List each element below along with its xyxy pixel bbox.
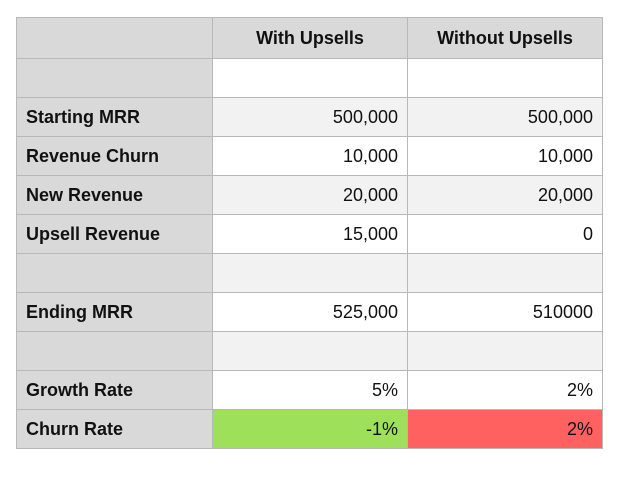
- row-label: Upsell Revenue: [16, 214, 213, 254]
- table-row-spacer: [16, 253, 603, 293]
- row-label: New Revenue: [16, 175, 213, 215]
- table-row: New Revenue 20,000 20,000: [16, 175, 603, 215]
- row-label: [16, 58, 213, 98]
- without-upsells-value: 510000: [407, 292, 603, 332]
- table-row: Ending MRR 525,000 510000: [16, 292, 603, 332]
- table-header-row: With Upsells Without Upsells: [16, 17, 603, 59]
- row-label: Ending MRR: [16, 292, 213, 332]
- with-upsells-value: 5%: [212, 370, 408, 410]
- mrr-comparison-table: With Upsells Without Upsells Starting MR…: [16, 17, 603, 449]
- with-upsells-value: [212, 58, 408, 98]
- without-upsells-value: 500,000: [407, 97, 603, 137]
- with-upsells-value: 525,000: [212, 292, 408, 332]
- table-row: Growth Rate 5% 2%: [16, 370, 603, 410]
- header-without-upsells: Without Upsells: [407, 17, 603, 59]
- with-upsells-churn-rate-positive: -1%: [212, 409, 408, 449]
- without-upsells-churn-rate-negative: 2%: [407, 409, 603, 449]
- with-upsells-value: 15,000: [212, 214, 408, 254]
- row-label: Revenue Churn: [16, 136, 213, 176]
- without-upsells-value: [407, 253, 603, 293]
- table-row-spacer: [16, 331, 603, 371]
- without-upsells-value: [407, 331, 603, 371]
- with-upsells-value: 10,000: [212, 136, 408, 176]
- without-upsells-value: 10,000: [407, 136, 603, 176]
- with-upsells-value: 500,000: [212, 97, 408, 137]
- table-row: Upsell Revenue 15,000 0: [16, 214, 603, 254]
- without-upsells-value: [407, 58, 603, 98]
- table-row: Starting MRR 500,000 500,000: [16, 97, 603, 137]
- with-upsells-value: [212, 253, 408, 293]
- table-row-spacer: [16, 58, 603, 98]
- table-row: Revenue Churn 10,000 10,000: [16, 136, 603, 176]
- row-label: Growth Rate: [16, 370, 213, 410]
- row-label: Churn Rate: [16, 409, 213, 449]
- header-corner-cell: [16, 17, 213, 59]
- without-upsells-value: 0: [407, 214, 603, 254]
- with-upsells-value: [212, 331, 408, 371]
- header-with-upsells: With Upsells: [212, 17, 408, 59]
- row-label: Starting MRR: [16, 97, 213, 137]
- with-upsells-value: 20,000: [212, 175, 408, 215]
- row-label: [16, 331, 213, 371]
- row-label: [16, 253, 213, 293]
- without-upsells-value: 20,000: [407, 175, 603, 215]
- without-upsells-value: 2%: [407, 370, 603, 410]
- table-row: Churn Rate -1% 2%: [16, 409, 603, 449]
